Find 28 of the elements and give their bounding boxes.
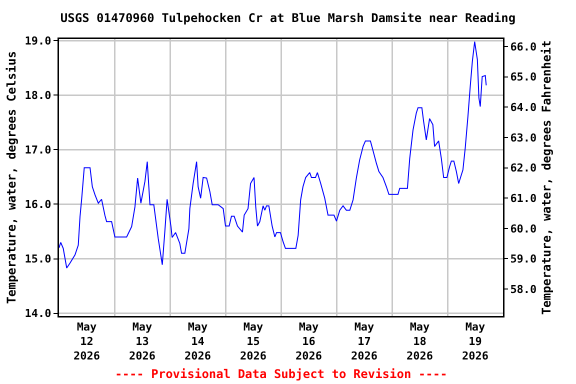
y-tick-label: 17.0	[24, 144, 52, 157]
y2-tick-label: 60.0	[510, 222, 537, 236]
y2-tick-label: 65.0	[510, 70, 537, 84]
x-tick-label: May 18 2026	[406, 320, 434, 362]
y2-tick-label: 63.0	[510, 131, 537, 144]
y-axis-title: Temperature, water, degrees Celsius	[4, 51, 18, 304]
x-tick-label: May 17 2026	[351, 320, 378, 362]
x-tick-label: May 15 2026	[240, 320, 267, 362]
y-tick-label: 16.0	[24, 198, 52, 212]
y2-tick-label: 64.0	[510, 101, 537, 114]
x-tick-label: May 13 2026	[129, 320, 156, 362]
x-tick-label: May 19 2026	[462, 320, 489, 362]
y2-tick-label: 62.0	[510, 162, 537, 175]
x-tick-label: May 16 2026	[296, 320, 322, 362]
y2-tick-label: 59.0	[510, 252, 537, 266]
y2-tick-label: 61.0	[510, 192, 537, 205]
y-tick-label: 15.0	[24, 252, 52, 266]
line-series	[59, 41, 487, 269]
y2-axis-title: Temperature, water, degrees Fahrenheit	[540, 40, 554, 315]
y-tick-label: 14.0	[24, 307, 52, 320]
x-tick-label: May 12 2026	[74, 320, 100, 362]
text: ---- Provisional Data Subject to Revision ----	[115, 367, 448, 381]
x-tick-label: May 14 2026	[184, 320, 212, 362]
y2-tick-label: 66.0	[510, 40, 537, 54]
chart-title: USGS 01470960 Tulpehocken Cr at Blue Marsh Damsite near Reading	[60, 10, 516, 25]
y2-tick-label: 58.0	[510, 282, 537, 296]
y-tick-label: 19.0	[24, 34, 52, 48]
y-tick-label: 18.0	[24, 89, 52, 102]
